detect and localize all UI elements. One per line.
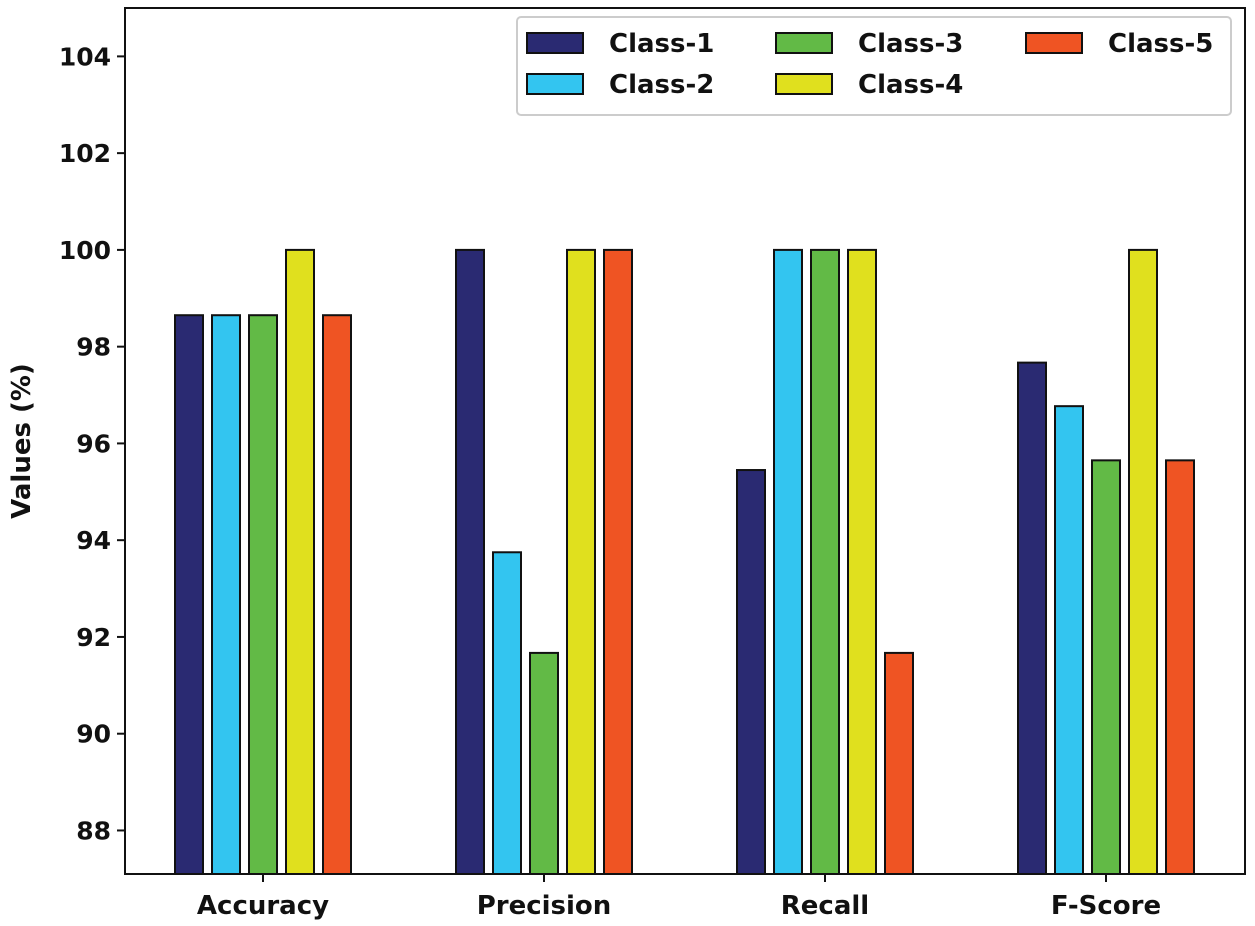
x-tick-label: Accuracy xyxy=(197,891,329,921)
legend-label-class-3: Class-3 xyxy=(858,29,963,59)
bar-class-5-f-score xyxy=(1165,459,1195,875)
bar-class-3-precision xyxy=(529,651,559,876)
bar-class-2-precision xyxy=(492,551,522,875)
bar-class-2-accuracy xyxy=(211,314,241,875)
y-tick-label: 96 xyxy=(76,429,111,458)
bar-class-2-recall xyxy=(773,248,803,876)
bar-class-3-recall xyxy=(810,248,840,876)
y-tick-label: 102 xyxy=(59,139,111,168)
legend-swatch-class-1 xyxy=(526,32,584,54)
legend-swatch-class-4 xyxy=(775,73,833,95)
y-tick-label: 94 xyxy=(76,526,111,555)
y-tick-label: 88 xyxy=(76,816,111,845)
x-tick-label: Precision xyxy=(477,891,612,921)
legend-label-class-2: Class-2 xyxy=(609,70,714,100)
x-tick-label: F-Score xyxy=(1051,891,1161,921)
legend-swatch-class-3 xyxy=(775,32,833,54)
y-tick-label: 92 xyxy=(76,623,111,652)
bar-class-1-recall xyxy=(736,469,766,875)
legend-swatch-class-2 xyxy=(526,73,584,95)
bar-class-1-precision xyxy=(455,248,485,876)
bars-group xyxy=(174,248,1195,876)
bar-class-5-accuracy xyxy=(322,314,352,875)
legend-label-class-4: Class-4 xyxy=(858,70,963,100)
y-axis: 88 90 92 94 96 98 100 102 104 xyxy=(59,42,125,845)
y-axis-label: Values (%) xyxy=(7,363,37,519)
y-tick-label: 98 xyxy=(76,333,111,362)
bar-class-4-recall xyxy=(847,248,877,876)
legend-label-class-5: Class-5 xyxy=(1108,29,1213,59)
bar-class-4-precision xyxy=(566,248,596,876)
legend: Class-1 Class-2 Class-3 Class-4 Class-5 xyxy=(516,16,1232,116)
bar-class-4-f-score xyxy=(1128,248,1158,876)
bar-class-1-f-score xyxy=(1017,361,1047,875)
legend-swatch-class-5 xyxy=(1025,32,1083,54)
bar-class-1-accuracy xyxy=(174,314,204,875)
x-tick-label: Recall xyxy=(781,891,869,921)
bar-class-4-accuracy xyxy=(285,248,315,876)
y-tick-label: 104 xyxy=(59,42,111,71)
y-tick-label: 100 xyxy=(59,236,111,265)
bar-class-3-accuracy xyxy=(248,314,278,875)
legend-label-class-1: Class-1 xyxy=(609,29,714,59)
bar-class-5-precision xyxy=(603,248,633,876)
bar-class-2-f-score xyxy=(1054,405,1084,875)
bar-class-5-recall xyxy=(884,651,914,876)
plot-area-frame xyxy=(124,7,1246,875)
x-axis: Accuracy Precision Recall F-Score xyxy=(197,874,1161,921)
bar-class-3-f-score xyxy=(1091,459,1121,875)
y-tick-label: 90 xyxy=(76,720,111,749)
